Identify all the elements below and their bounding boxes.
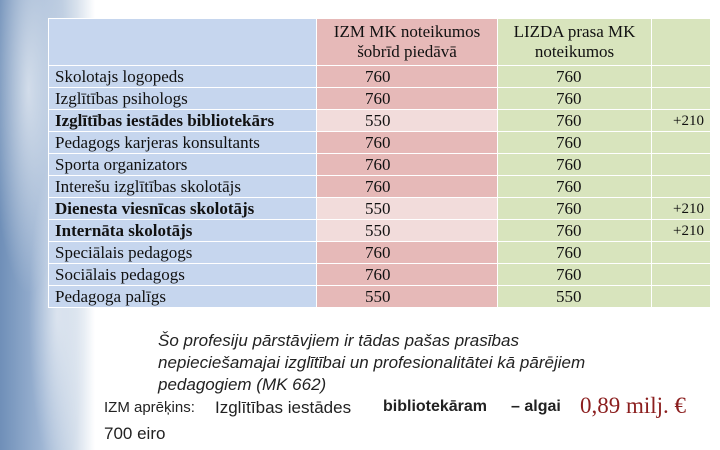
table-row: Speciālais pedagogs 760 760 (48, 241, 711, 264)
note-line: pedagogiem (MK 662) (158, 375, 327, 394)
izm-value: 760 (316, 65, 498, 88)
table-row: Skolotajs logopeds 760 760 (48, 65, 711, 88)
difference (651, 285, 711, 308)
difference (651, 153, 711, 176)
izm-value: 760 (316, 87, 498, 110)
role-name: Pedagogs karjeras konsultants (48, 131, 317, 154)
table-row: Pedagogs karjeras konsultants 760 760 (48, 131, 711, 154)
lizda-value: 760 (497, 131, 652, 154)
role-name: Speciālais pedagogs (48, 241, 317, 264)
role-name: Sociālais pedagogs (48, 263, 317, 286)
difference (651, 87, 711, 110)
role-name: Pedagoga palīgs (48, 285, 317, 308)
calc-prefix: IZM aprēķins: (104, 399, 195, 416)
table-row: Izglītības psihologs 760 760 (48, 87, 711, 110)
izm-value: 760 (316, 153, 498, 176)
note-line: nepieciešamajai izglītībai un profesiona… (158, 353, 586, 372)
difference (651, 175, 711, 198)
lizda-value: 760 (497, 153, 652, 176)
izm-value: 760 (316, 131, 498, 154)
header-cell: LIZDA prasa MK noteikumos (497, 18, 652, 66)
role-name: Sporta organizators (48, 153, 317, 176)
table-row: Pedagoga palīgs 550 550 (48, 285, 711, 308)
role-name: Izglītības iestādes bibliotekārs (48, 109, 317, 132)
role-name: Interešu izglītības skolotājs (48, 175, 317, 198)
role-name: Dienesta viesnīcas skolotājs (48, 197, 317, 220)
table-body: Skolotajs logopeds 760 760 Izglītības psiho… (48, 65, 711, 308)
difference: +210 (651, 219, 711, 242)
difference (651, 241, 711, 264)
lizda-value: 760 (497, 219, 652, 242)
difference (651, 65, 711, 88)
salary-table: IZM MK noteikumos šobrīd piedāvā LIZDA p… (48, 18, 711, 308)
header-cell: IZM MK noteikumos šobrīd piedāvā (316, 18, 498, 66)
calc-amount: 0,89 milj. € (580, 393, 687, 418)
role-name: Skolotajs logopeds (48, 65, 317, 88)
note-line: Šo profesiju pārstāvjiem ir tādas pašas … (158, 331, 519, 350)
difference: +210 (651, 109, 711, 132)
role-name: Izglītības psihologs (48, 87, 317, 110)
izm-value: 760 (316, 263, 498, 286)
izm-value: 760 (316, 175, 498, 198)
header-cell (651, 18, 711, 66)
table-row: Izglītības iestādes bibliotekārs 550 760 +2… (48, 109, 711, 132)
table-row: Interešu izglītības skolotājs 760 760 (48, 175, 711, 198)
difference (651, 263, 711, 286)
calc-subject: Izglītības iestādes (215, 398, 352, 417)
difference: +210 (651, 197, 711, 220)
izm-value: 550 (316, 219, 498, 242)
calc-salary: 700 eiro (104, 424, 166, 443)
izm-value: 550 (316, 109, 498, 132)
lizda-value: 760 (497, 65, 652, 88)
izm-value: 760 (316, 241, 498, 264)
lizda-value: 760 (497, 175, 652, 198)
izm-value: 550 (316, 197, 498, 220)
lizda-value: 760 (497, 109, 652, 132)
calc-connector: – algai (511, 398, 561, 415)
role-name: Internāta skolotājs (48, 219, 317, 242)
calc-role: bibliotekāram (383, 398, 488, 415)
table-row: Internāta skolotājs 550 760 +210 (48, 219, 711, 242)
lizda-value: 760 (497, 241, 652, 264)
header-row: IZM MK noteikumos šobrīd piedāvā LIZDA p… (48, 18, 711, 66)
lizda-value: 760 (497, 197, 652, 220)
lizda-value: 760 (497, 87, 652, 110)
table-row: Sporta organizators 760 760 (48, 153, 711, 176)
izm-value: 550 (316, 285, 498, 308)
header-cell (48, 18, 317, 66)
lizda-value: 550 (497, 285, 652, 308)
table-row: Dienesta viesnīcas skolotājs 550 760 +210 (48, 197, 711, 220)
difference (651, 131, 711, 154)
lizda-value: 760 (497, 263, 652, 286)
table-row: Sociālais pedagogs 760 760 (48, 263, 711, 286)
